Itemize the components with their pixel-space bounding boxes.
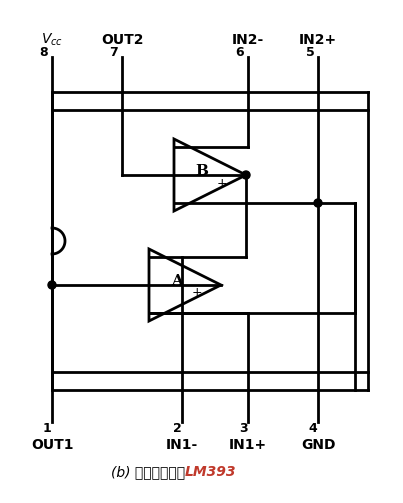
Text: IN2+: IN2+ xyxy=(299,33,337,47)
Text: $V_{cc}$: $V_{cc}$ xyxy=(41,32,63,48)
Text: 7: 7 xyxy=(110,45,118,58)
Text: IN2-: IN2- xyxy=(232,33,264,47)
Text: +: + xyxy=(192,287,202,299)
Text: +: + xyxy=(217,177,227,190)
Text: (b) 双电压比较器: (b) 双电压比较器 xyxy=(111,465,185,479)
Text: 5: 5 xyxy=(305,45,314,58)
Text: 4: 4 xyxy=(309,422,318,435)
Text: GND: GND xyxy=(301,438,335,452)
Circle shape xyxy=(48,281,56,289)
Text: 8: 8 xyxy=(39,45,48,58)
Circle shape xyxy=(242,171,250,179)
Text: B: B xyxy=(195,164,208,178)
Text: OUT2: OUT2 xyxy=(101,33,143,47)
Text: 6: 6 xyxy=(236,45,244,58)
Text: IN1-: IN1- xyxy=(166,438,198,452)
Circle shape xyxy=(314,199,322,207)
Text: OUT1: OUT1 xyxy=(31,438,73,452)
Text: A: A xyxy=(171,274,183,288)
Text: LM393: LM393 xyxy=(185,465,237,479)
Text: 3: 3 xyxy=(239,422,247,435)
Text: 1: 1 xyxy=(43,422,51,435)
Text: IN1+: IN1+ xyxy=(229,438,267,452)
Text: 2: 2 xyxy=(172,422,181,435)
